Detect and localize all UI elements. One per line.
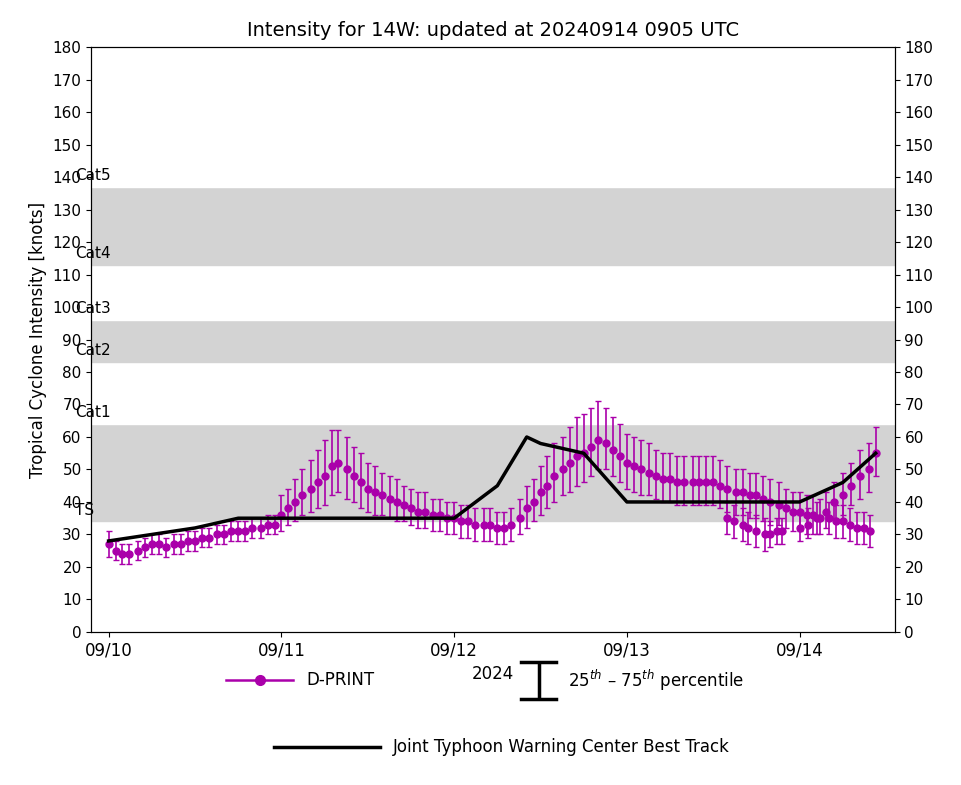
Bar <box>91 47 894 187</box>
Bar <box>91 187 894 265</box>
Text: Joint Typhoon Warning Center Best Track: Joint Typhoon Warning Center Best Track <box>392 738 728 756</box>
Text: Cat4: Cat4 <box>75 246 111 261</box>
Bar <box>91 362 894 424</box>
Bar <box>91 424 894 521</box>
Bar <box>91 320 894 362</box>
Text: 25$^{th}$ – 75$^{th}$ percentile: 25$^{th}$ – 75$^{th}$ percentile <box>567 668 743 693</box>
Text: Cat3: Cat3 <box>75 301 111 316</box>
Text: Cat2: Cat2 <box>75 343 111 359</box>
Title: Intensity for 14W: updated at 20240914 0905 UTC: Intensity for 14W: updated at 20240914 0… <box>247 21 738 40</box>
X-axis label: 2024: 2024 <box>472 665 513 683</box>
Y-axis label: Tropical Cyclone Intensity [knots]: Tropical Cyclone Intensity [knots] <box>29 202 47 477</box>
Text: D-PRINT: D-PRINT <box>306 671 374 689</box>
Bar <box>91 265 894 320</box>
Text: TS: TS <box>75 502 94 517</box>
Text: Cat1: Cat1 <box>75 405 111 420</box>
Text: Cat5: Cat5 <box>75 168 111 183</box>
